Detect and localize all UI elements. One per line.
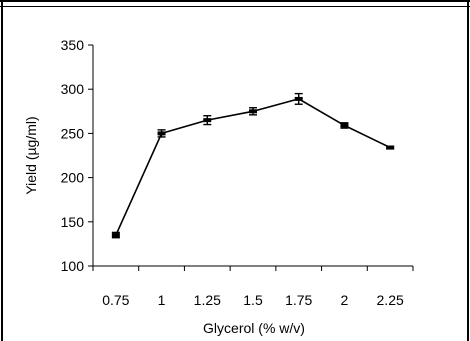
point-marker (294, 96, 303, 101)
frame-left-border (1, 0, 3, 341)
data-point (386, 145, 395, 150)
point-marker (249, 109, 257, 114)
x-tick-label: 2.25 (377, 292, 404, 308)
y-axis-ticks: 100 150 200 250 300 350 (61, 37, 93, 274)
y-tick-label: 250 (61, 125, 85, 141)
data-point (294, 92, 303, 105)
x-tick-label: 1 (158, 292, 166, 308)
point-marker (386, 145, 395, 150)
x-tick-label: 1.25 (194, 292, 221, 308)
frame-top-border (0, 0, 470, 7)
data-point (340, 122, 349, 129)
x-tick-label: 2 (341, 292, 349, 308)
y-tick-label: 350 (61, 37, 85, 53)
frame-right-border (467, 0, 469, 341)
y-tick-label: 150 (61, 214, 85, 230)
data-point (249, 107, 257, 116)
point-marker (157, 131, 166, 136)
data-point (157, 129, 166, 138)
y-tick-label: 200 (61, 170, 85, 186)
data-point (203, 115, 212, 126)
series-line (115, 98, 391, 236)
point-marker (203, 118, 212, 123)
data-points (111, 92, 395, 239)
x-axis-ticks: 0.75 1 1.25 1.5 1.75 2 2.25 (92, 266, 414, 308)
x-axis-title: Glycerol (% w/v) (203, 320, 305, 336)
x-tick-label: 0.75 (102, 292, 129, 308)
point-marker (111, 233, 120, 238)
y-axis-title: Yield (µg/ml) (23, 116, 39, 194)
x-tick-label: 1.5 (243, 292, 263, 308)
y-tick-label: 300 (61, 81, 85, 97)
y-tick-label: 100 (61, 258, 85, 274)
data-point (111, 231, 120, 239)
point-marker (340, 123, 349, 128)
x-tick-label: 1.75 (285, 292, 312, 308)
chart-axes (92, 45, 413, 267)
